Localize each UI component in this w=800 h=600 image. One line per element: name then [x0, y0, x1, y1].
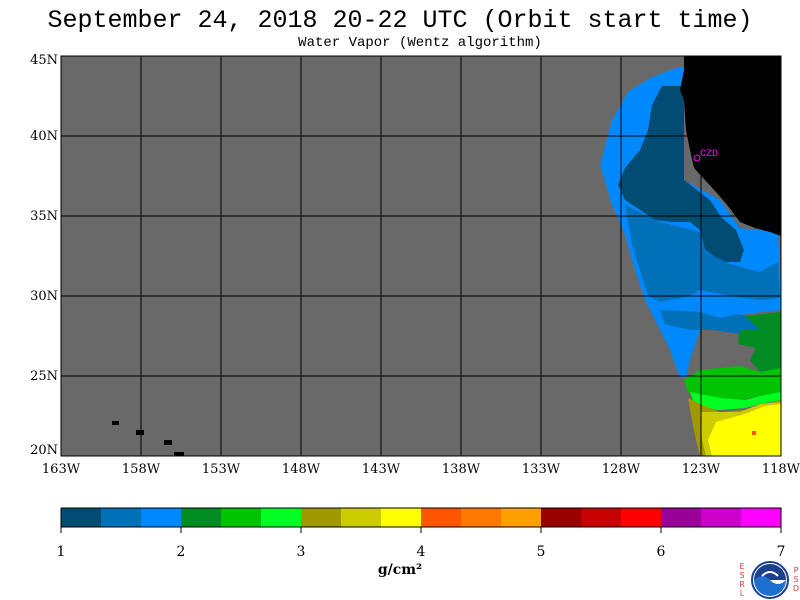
colorbar-tick-6: 6 — [656, 544, 666, 560]
island-hawaii — [174, 452, 184, 456]
swath-green-1 — [738, 312, 781, 372]
colorbar-tick-7: 7 — [776, 544, 786, 560]
lon-label-128w: 128W — [601, 462, 641, 477]
colorbar-tick-5: 5 — [536, 544, 546, 560]
swath-yellow — [708, 404, 781, 456]
swath-orange-dot — [752, 431, 756, 435]
grid-lines — [61, 56, 781, 456]
lon-label-118w: 118W — [761, 462, 800, 477]
lon-label-123w: 123W — [681, 462, 721, 477]
colorbar — [60, 507, 782, 533]
colorbar-swatch — [141, 508, 182, 527]
lat-label-30n: 30N — [30, 289, 58, 304]
lat-label-20n: 20N — [30, 443, 58, 458]
lon-label-163w: 163W — [41, 462, 81, 477]
station-marker — [693, 154, 701, 162]
station-label: CZD — [700, 149, 718, 160]
colorbar-swatch — [541, 508, 582, 527]
colorbar-swatch — [621, 508, 662, 527]
map-frame — [60, 55, 782, 457]
lat-label-45n: 45N — [30, 53, 58, 68]
swath-dark-blue-strip — [660, 310, 770, 334]
map-title: September 24, 2018 20-22 UTC (Orbit star… — [47, 6, 753, 35]
lon-label-148w: 148W — [281, 462, 321, 477]
colorbar-swatch — [421, 508, 462, 527]
lon-label-133w: 133W — [521, 462, 561, 477]
island-maui — [164, 440, 172, 445]
lon-label-153w: 153W — [201, 462, 241, 477]
colorbar-tick-3: 3 — [296, 544, 306, 560]
colorbar-tick-2: 2 — [176, 544, 186, 560]
colorbar-swatch — [741, 508, 782, 527]
swath-dark-blue — [618, 86, 744, 262]
map-subtitle: Water Vapor (Wentz algorithm) — [298, 35, 542, 51]
colorbar-swatch — [261, 508, 302, 527]
colorbar-tick-1: 1 — [56, 544, 66, 560]
colorbar-swatch — [701, 508, 742, 527]
swath-light-green — [690, 392, 781, 410]
data-swath — [600, 68, 781, 456]
lat-label-35n: 35N — [30, 209, 58, 224]
lon-label-158w: 158W — [121, 462, 161, 477]
colorbar-swatch — [501, 508, 542, 527]
colorbar-swatch — [661, 508, 702, 527]
colorbar-swatch — [381, 508, 422, 527]
island-oahu — [136, 430, 144, 435]
island-kauai — [112, 421, 119, 425]
lat-label-40n: 40N — [30, 129, 58, 144]
colorbar-swatch — [341, 508, 382, 527]
colorbar-swatch — [181, 508, 222, 527]
colorbar-swatch — [581, 508, 622, 527]
noaa-emblem-icon — [751, 561, 789, 599]
colorbar-swatch — [461, 508, 502, 527]
swath-green-2 — [684, 366, 781, 402]
colorbar-swatch — [101, 508, 142, 527]
swath-mid-blue — [625, 205, 780, 302]
colorbar-tick-4: 4 — [416, 544, 426, 560]
colorbar-swatch — [301, 508, 342, 527]
land-california — [680, 56, 781, 236]
colorbar-swatch — [61, 508, 102, 527]
lat-label-25n: 25N — [30, 369, 58, 384]
colorbar-units: g/cm² — [377, 562, 423, 578]
lon-label-143w: 143W — [361, 462, 401, 477]
colorbar-swatch — [221, 508, 262, 527]
lon-label-138w: 138W — [441, 462, 481, 477]
